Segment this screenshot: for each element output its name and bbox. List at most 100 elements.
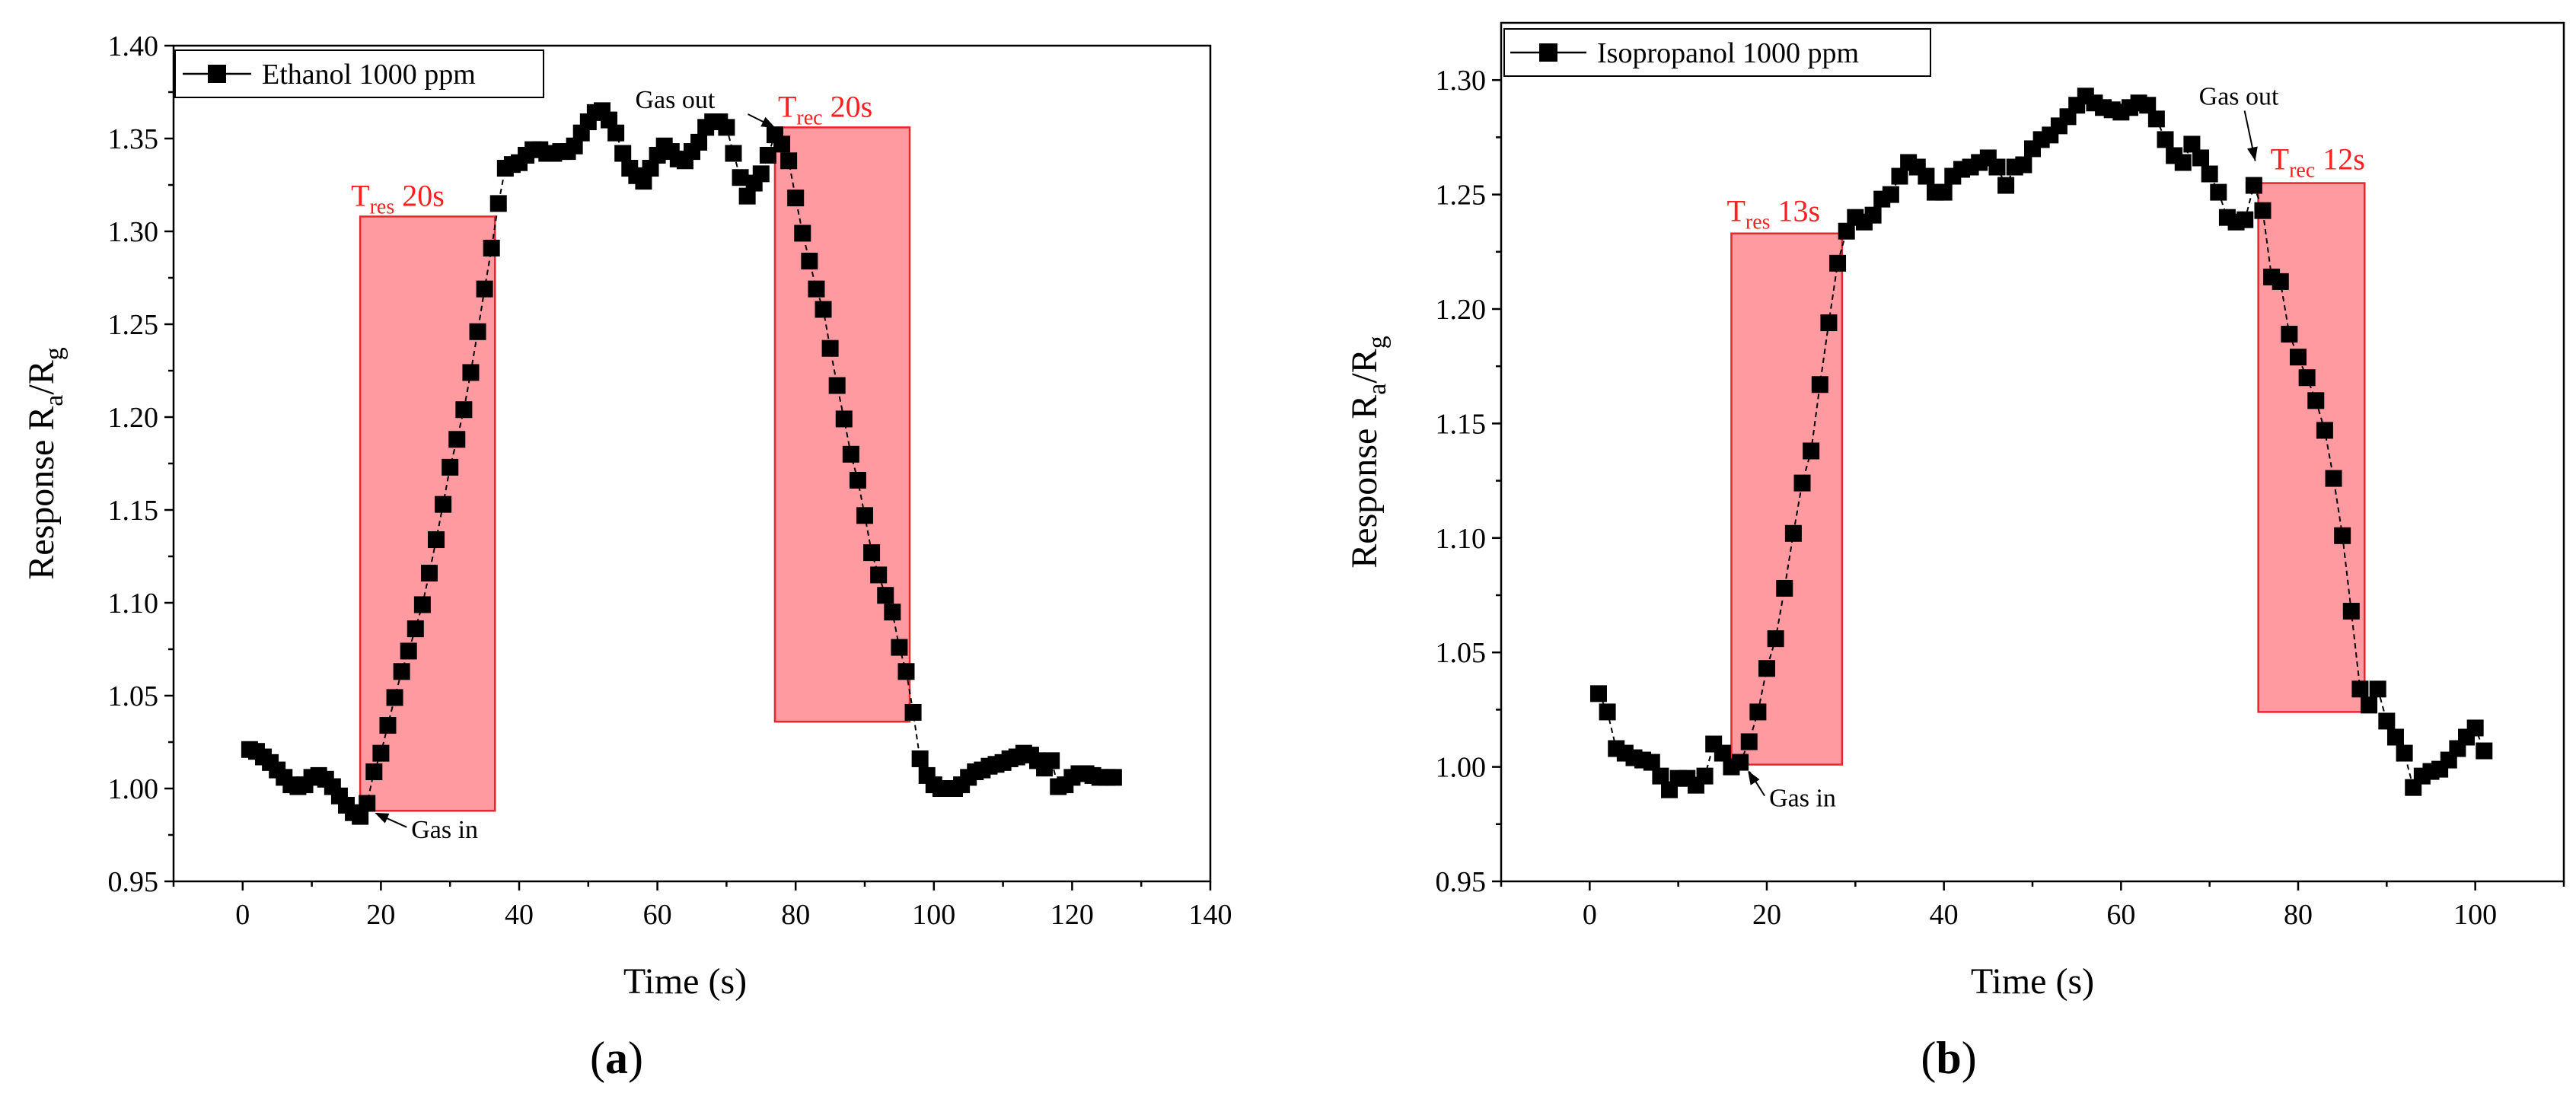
data-point bbox=[483, 239, 500, 256]
x-tick-label: 80 bbox=[781, 899, 810, 931]
x-axis-title: Time (s) bbox=[623, 961, 747, 1002]
data-point bbox=[2192, 149, 2210, 167]
data-point bbox=[759, 146, 776, 164]
data-point bbox=[732, 169, 749, 186]
data-point bbox=[1838, 222, 1855, 240]
data-point bbox=[413, 596, 431, 613]
data-point bbox=[1043, 752, 1060, 769]
data-point bbox=[1732, 754, 1749, 771]
data-point bbox=[476, 280, 493, 298]
response-time-label: Tres 13s bbox=[1726, 194, 1820, 234]
data-point bbox=[642, 160, 659, 177]
data-point bbox=[2245, 177, 2262, 194]
data-point bbox=[635, 173, 652, 190]
data-point bbox=[2307, 392, 2325, 409]
data-point bbox=[828, 377, 846, 394]
x-tick-label: 40 bbox=[505, 899, 534, 931]
data-point bbox=[1643, 754, 1660, 771]
data-point bbox=[877, 587, 894, 604]
data-point bbox=[1803, 442, 1820, 460]
data-point bbox=[379, 717, 397, 734]
data-point bbox=[2378, 712, 2396, 730]
recovery-time-region bbox=[2257, 182, 2366, 713]
x-tick-label: 40 bbox=[1930, 899, 1959, 931]
data-point bbox=[1864, 206, 1882, 224]
data-point bbox=[835, 410, 853, 428]
data-point bbox=[607, 124, 625, 142]
legend: Isopropanol 1000 ppm bbox=[1503, 28, 1931, 77]
gas-out-label: Gas out bbox=[2199, 83, 2279, 111]
data-point bbox=[566, 137, 583, 155]
data-point bbox=[856, 507, 873, 524]
data-point bbox=[1997, 177, 2015, 194]
y-tick-label: 0.95 bbox=[1436, 866, 1487, 898]
y-tick-label: 1.10 bbox=[108, 588, 159, 620]
y-axis-ticks: 0.95 1.00 1.05 1.10 1.15 1.20 1.25 1.30 bbox=[1436, 65, 1501, 898]
data-point bbox=[1829, 254, 1847, 272]
y-axis-title: Response Ra/Rg bbox=[1344, 336, 1392, 568]
legend-marker bbox=[208, 65, 226, 83]
x-tick-label: 140 bbox=[1189, 899, 1232, 931]
data-point bbox=[2369, 680, 2386, 698]
response-time-label: Tres 20s bbox=[351, 178, 445, 218]
y-axis-title: Response Ra/Rg bbox=[21, 347, 69, 579]
data-point bbox=[870, 566, 888, 584]
y-tick-label: 1.15 bbox=[1436, 408, 1487, 440]
data-point bbox=[1820, 314, 1838, 332]
data-point bbox=[2174, 154, 2192, 171]
gas-out-arrowhead bbox=[2247, 146, 2258, 161]
data-point bbox=[420, 564, 438, 581]
data-point bbox=[2325, 470, 2342, 487]
data-point bbox=[2351, 680, 2369, 698]
recovery-time-label: Trec 12s bbox=[2271, 142, 2365, 183]
data-point bbox=[406, 620, 424, 638]
data-point bbox=[2386, 728, 2404, 746]
data-point bbox=[884, 604, 901, 621]
data-point bbox=[738, 187, 756, 205]
data-point bbox=[489, 195, 507, 212]
data-point bbox=[1918, 167, 1935, 185]
data-point bbox=[435, 495, 452, 513]
data-points bbox=[1589, 88, 2493, 798]
y-tick-label: 1.25 bbox=[108, 309, 159, 341]
data-point bbox=[808, 280, 825, 298]
chart-ethanol: 0.95 1.00 1.05 1.10 1.15 1.20 1.25 1.30 1.35 1.40… bbox=[21, 30, 1232, 1083]
data-point bbox=[2272, 272, 2289, 290]
data-point bbox=[2342, 603, 2360, 620]
data-point bbox=[448, 431, 466, 448]
gas-in-arrowhead bbox=[1748, 770, 1760, 785]
x-tick-label: 100 bbox=[2453, 899, 2497, 931]
data-point bbox=[752, 165, 770, 183]
data-point bbox=[2316, 422, 2333, 439]
legend-label: Ethanol 1000 ppm bbox=[262, 59, 476, 91]
data-point bbox=[365, 763, 383, 781]
legend-marker bbox=[1539, 43, 1557, 62]
x-axis-title: Time (s) bbox=[1971, 961, 2094, 1002]
data-point bbox=[794, 225, 811, 242]
data-points bbox=[241, 102, 1122, 825]
data-point bbox=[773, 135, 791, 153]
chart-isopropanol: 0.95 1.00 1.05 1.10 1.15 1.20 1.25 1.30 0 20 40 60… bbox=[1344, 21, 2565, 1083]
data-point bbox=[1714, 744, 1731, 762]
response-time-region bbox=[1730, 232, 1844, 766]
data-point bbox=[725, 145, 742, 162]
data-point bbox=[1589, 685, 1607, 703]
y-tick-label: 1.05 bbox=[108, 680, 159, 712]
y-tick-label: 1.10 bbox=[1436, 523, 1487, 555]
data-point bbox=[393, 663, 410, 680]
data-point bbox=[842, 445, 859, 463]
data-point bbox=[904, 703, 922, 721]
data-point bbox=[690, 133, 708, 151]
x-tick-label: 100 bbox=[912, 899, 955, 931]
data-point bbox=[2201, 165, 2218, 183]
data-point bbox=[1891, 167, 1908, 185]
x-tick-label: 20 bbox=[1752, 899, 1781, 931]
y-tick-label: 1.15 bbox=[108, 495, 159, 527]
y-axis-ticks: 0.95 1.00 1.05 1.10 1.15 1.20 1.25 1.30 1.35 1.40 bbox=[108, 30, 174, 898]
data-point bbox=[780, 152, 798, 170]
data-point bbox=[801, 253, 818, 270]
data-point bbox=[428, 531, 445, 549]
data-point bbox=[2254, 202, 2272, 219]
data-point bbox=[601, 111, 618, 129]
response-time-region bbox=[359, 215, 496, 812]
